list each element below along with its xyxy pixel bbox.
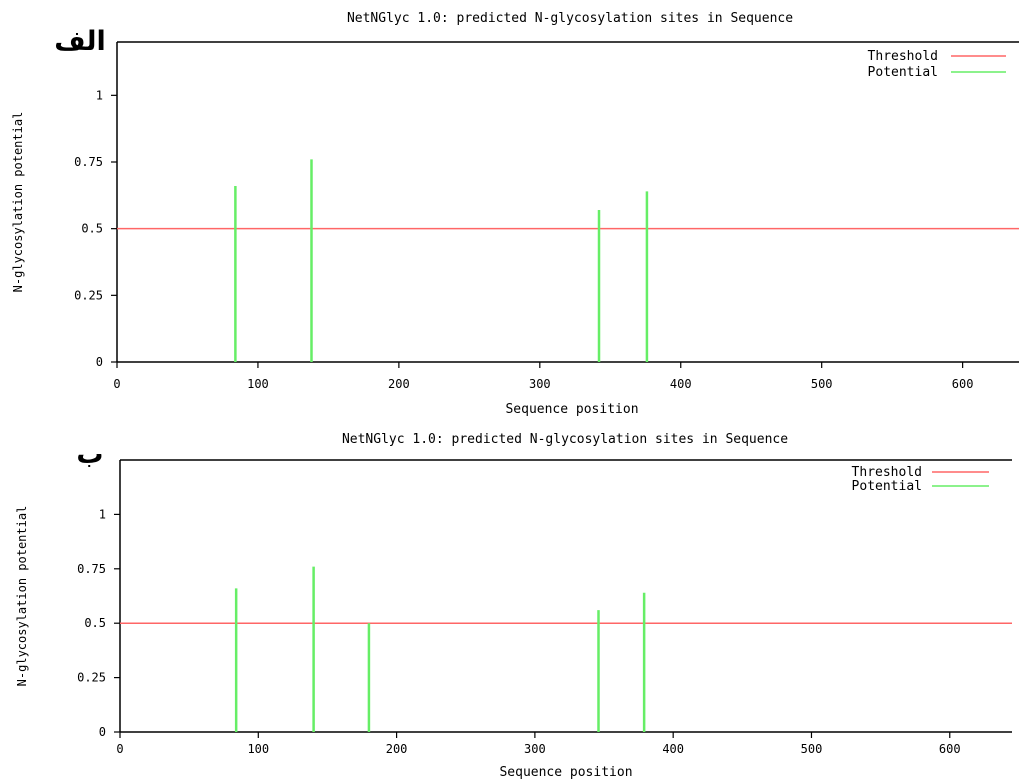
y-axis-label: N-glycosylation potential xyxy=(11,112,25,293)
y-tick-label: 0.75 xyxy=(74,155,103,169)
y-tick-label: 1 xyxy=(99,507,106,521)
x-tick-label: 400 xyxy=(670,377,692,391)
x-tick-label: 200 xyxy=(386,742,408,756)
y-tick-label: 0.5 xyxy=(81,222,103,236)
x-tick-label: 500 xyxy=(801,742,823,756)
x-tick-label: 600 xyxy=(952,377,974,391)
y-tick-label: 1 xyxy=(96,88,103,102)
x-tick-label: 0 xyxy=(116,742,123,756)
x-tick-label: 300 xyxy=(529,377,551,391)
y-tick-label: 0 xyxy=(96,355,103,369)
x-tick-label: 0 xyxy=(113,377,120,391)
legend-potential-label: Potential xyxy=(868,65,938,80)
x-axis-label: Sequence position xyxy=(505,402,638,417)
x-tick-label: 100 xyxy=(247,742,269,756)
y-tick-label: 0.25 xyxy=(77,671,106,685)
x-axis-label: Sequence position xyxy=(499,765,632,780)
y-tick-label: 0.5 xyxy=(84,616,106,630)
chart-panel-2: NetNGlyc 1.0: predicted N-glycosylation … xyxy=(15,432,1012,780)
x-tick-label: 100 xyxy=(247,377,269,391)
x-tick-label: 400 xyxy=(662,742,684,756)
y-tick-label: 0.25 xyxy=(74,288,103,302)
legend-potential-label: Potential xyxy=(852,479,922,494)
x-tick-label: 500 xyxy=(811,377,833,391)
chart-title: NetNGlyc 1.0: predicted N-glycosylation … xyxy=(342,432,788,447)
panel-label: الف xyxy=(54,26,106,57)
panel-label: ب xyxy=(76,439,103,470)
y-tick-label: 0 xyxy=(99,725,106,739)
chart-panel-1: NetNGlyc 1.0: predicted N-glycosylation … xyxy=(11,11,1019,417)
y-axis-label: N-glycosylation potential xyxy=(15,506,29,687)
x-tick-label: 200 xyxy=(388,377,410,391)
chart-title: NetNGlyc 1.0: predicted N-glycosylation … xyxy=(347,11,793,26)
y-tick-label: 0.75 xyxy=(77,562,106,576)
x-tick-label: 600 xyxy=(939,742,961,756)
legend-threshold-label: Threshold xyxy=(852,465,922,480)
x-tick-label: 300 xyxy=(524,742,546,756)
legend-threshold-label: Threshold xyxy=(868,49,938,64)
